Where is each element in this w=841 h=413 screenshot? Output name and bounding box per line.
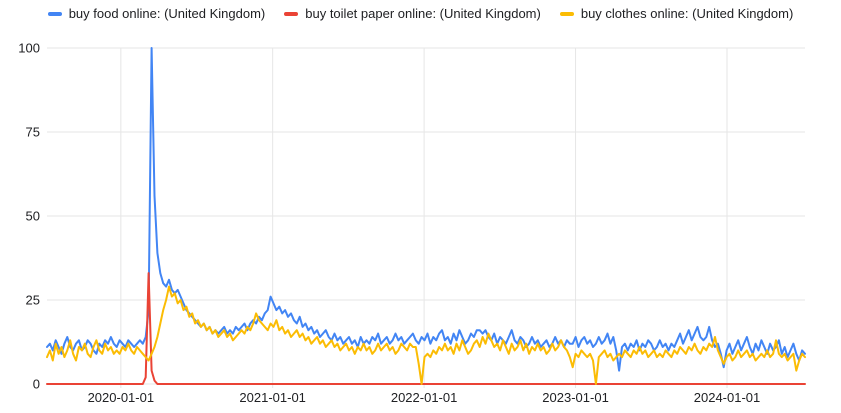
legend-label-buy-toilet-paper-online: buy toilet paper online: (United Kingdom… <box>305 6 541 21</box>
y-tick-label: 50 <box>26 209 40 224</box>
y-tick-label: 100 <box>18 41 40 56</box>
chart-legend: buy food online: (United Kingdom) buy to… <box>0 6 841 22</box>
series-line-buy-food-online <box>46 47 806 372</box>
x-tick-label: 2021-01-01 <box>239 390 306 405</box>
legend-item-buy-clothes-online: buy clothes online: (United Kingdom) <box>559 6 794 22</box>
series-line-buy-clothes-online <box>46 285 806 385</box>
x-tick-label: 2024-01-01 <box>694 390 761 405</box>
legend-swatch-red-icon <box>284 12 299 16</box>
legend-label-buy-food-online: buy food online: (United Kingdom) <box>68 6 266 21</box>
y-tick-label: 0 <box>33 377 40 392</box>
x-tick-label: 2023-01-01 <box>542 390 609 405</box>
y-tick-label: 75 <box>26 125 40 140</box>
series-line-buy-toilet-paper-online <box>46 272 806 385</box>
legend-item-buy-toilet-paper-online: buy toilet paper online: (United Kingdom… <box>284 6 541 22</box>
y-tick-label: 25 <box>26 293 40 308</box>
legend-label-buy-clothes-online: buy clothes online: (United Kingdom) <box>580 6 794 21</box>
legend-item-buy-food-online: buy food online: (United Kingdom) <box>47 6 266 22</box>
legend-swatch-blue-icon <box>47 12 62 16</box>
x-tick-label: 2020-01-01 <box>88 390 155 405</box>
x-tick-label: 2022-01-01 <box>391 390 458 405</box>
legend-swatch-yellow-icon <box>559 12 574 16</box>
